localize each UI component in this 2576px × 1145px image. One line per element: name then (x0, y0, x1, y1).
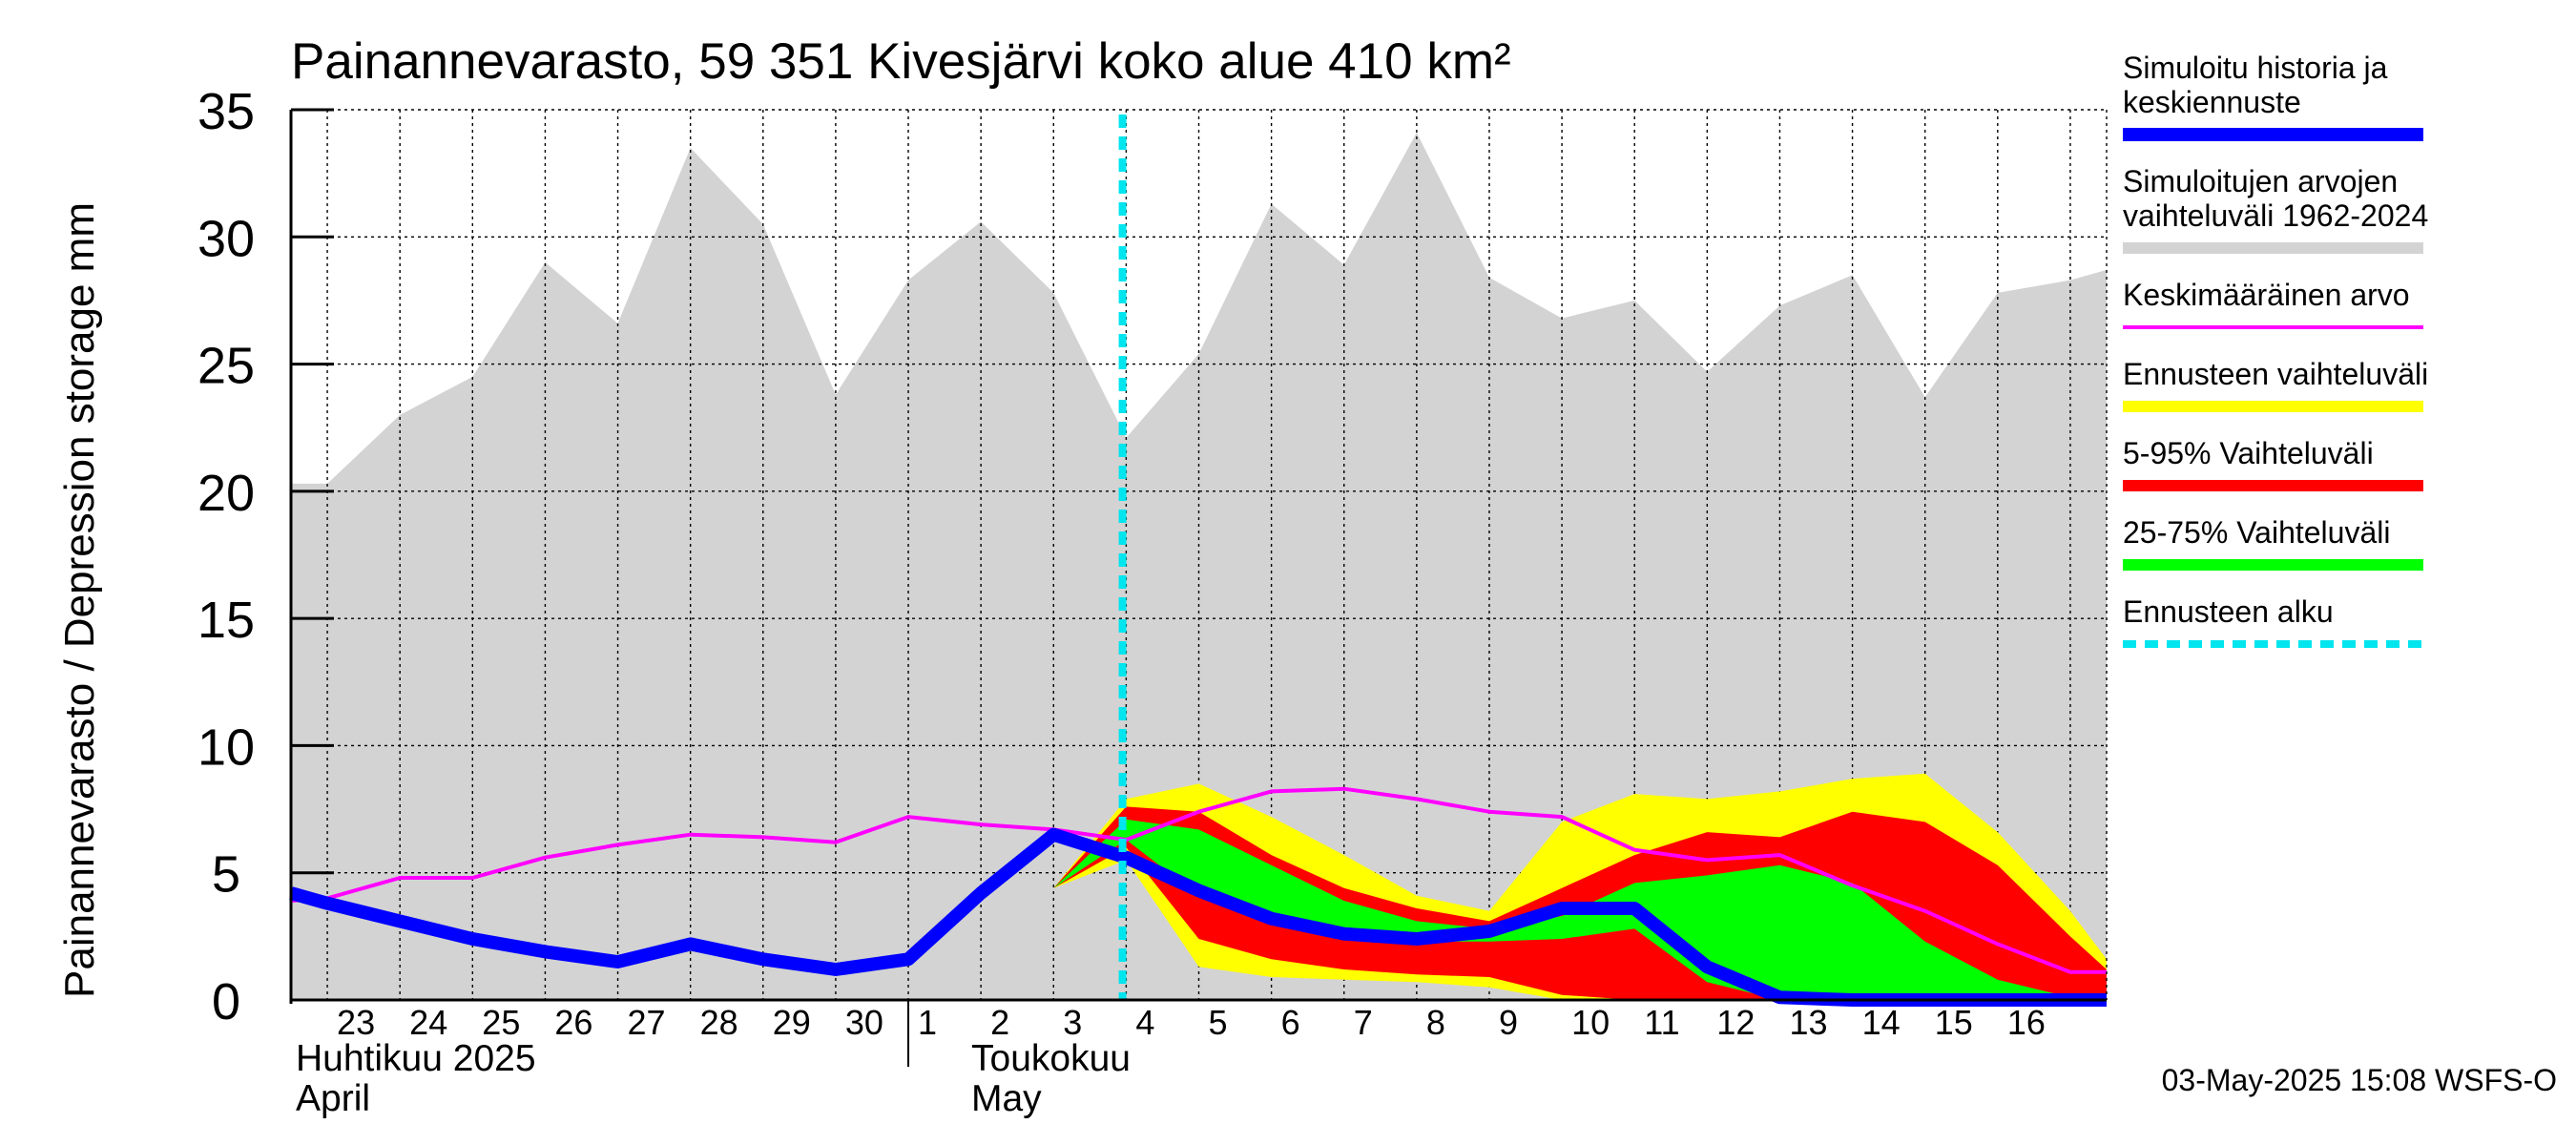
legend-label: Simuloitujen arvojen (2123, 164, 2398, 198)
legend-label: 5-95% Vaihteluväli (2123, 436, 2374, 470)
month-label-fi: Toukokuu (971, 1038, 1131, 1079)
legend: Simuloitu historia jakeskiennusteSimuloi… (2123, 51, 2428, 648)
x-tick-label: 16 (2007, 1003, 2046, 1042)
x-tick-label: 2 (990, 1003, 1009, 1042)
x-tick-label: 3 (1063, 1003, 1082, 1042)
y-tick-label: 15 (197, 592, 255, 649)
legend-item: Ennusteen alku (2123, 594, 2423, 648)
y-tick-label: 10 (197, 718, 255, 776)
x-tick-label: 26 (554, 1003, 592, 1042)
x-tick-label: 7 (1354, 1003, 1373, 1042)
y-tick-label: 25 (197, 338, 255, 395)
x-tick-label: 24 (409, 1003, 447, 1042)
legend-label: vaihteluväli 1962-2024 (2123, 198, 2428, 233)
x-tick-label: 11 (1644, 1003, 1679, 1042)
legend-item: 25-75% Vaihteluväli (2123, 515, 2423, 571)
legend-label: Ennusteen vaihteluväli (2123, 357, 2428, 391)
y-tick-label: 20 (197, 465, 255, 522)
x-tick-label: 30 (845, 1003, 883, 1042)
legend-item: Keskimääräinen arvo (2123, 278, 2423, 329)
legend-label: Ennusteen alku (2123, 594, 2334, 629)
x-tick-label: 9 (1499, 1003, 1518, 1042)
timestamp-label: 03-May-2025 15:08 WSFS-O (2162, 1063, 2557, 1097)
chart-title: Painannevarasto, 59 351 Kivesjärvi koko … (291, 33, 1511, 90)
y-tick-label: 35 (197, 83, 255, 140)
y-tick-label: 0 (212, 973, 240, 1030)
x-tick-label: 29 (773, 1003, 811, 1042)
x-tick-label: 4 (1135, 1003, 1154, 1042)
month-label-en: April (296, 1078, 370, 1119)
legend-label: keskiennuste (2123, 85, 2301, 119)
y-tick-label: 5 (212, 846, 240, 904)
y-tick-label: 30 (197, 210, 255, 267)
month-label-fi: Huhtikuu 2025 (296, 1038, 536, 1079)
x-tick-label: 13 (1789, 1003, 1827, 1042)
x-tick-label: 12 (1716, 1003, 1755, 1042)
y-axis-label: Painannevarasto / Depression storage mm (56, 202, 103, 998)
legend-label: 25-75% Vaihteluväli (2123, 515, 2390, 550)
mean-value-line (290, 786, 2107, 974)
x-tick-label: 23 (337, 1003, 375, 1042)
legend-item: 5-95% Vaihteluväli (2123, 436, 2423, 491)
legend-label: Keskimääräinen arvo (2123, 278, 2410, 312)
month-label-en: May (971, 1078, 1042, 1119)
x-tick-label: 25 (482, 1003, 520, 1042)
x-tick-label: 1 (918, 1003, 937, 1042)
x-tick-label: 5 (1209, 1003, 1228, 1042)
x-tick-label: 28 (700, 1003, 738, 1042)
x-tick-label: 8 (1426, 1003, 1445, 1042)
x-tick-label: 15 (1935, 1003, 1973, 1042)
x-tick-label: 10 (1571, 1003, 1610, 1042)
x-tick-label: 6 (1281, 1003, 1300, 1042)
x-tick-label: 27 (628, 1003, 666, 1042)
legend-label: Simuloitu historia ja (2123, 51, 2388, 85)
x-tick-label: 14 (1862, 1003, 1901, 1042)
legend-item: Ennusteen vaihteluväli (2123, 357, 2428, 412)
